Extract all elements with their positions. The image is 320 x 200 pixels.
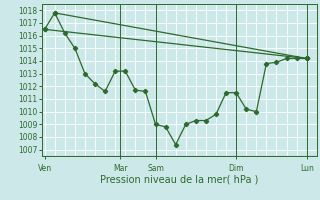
X-axis label: Pression niveau de la mer( hPa ): Pression niveau de la mer( hPa ): [100, 174, 258, 184]
